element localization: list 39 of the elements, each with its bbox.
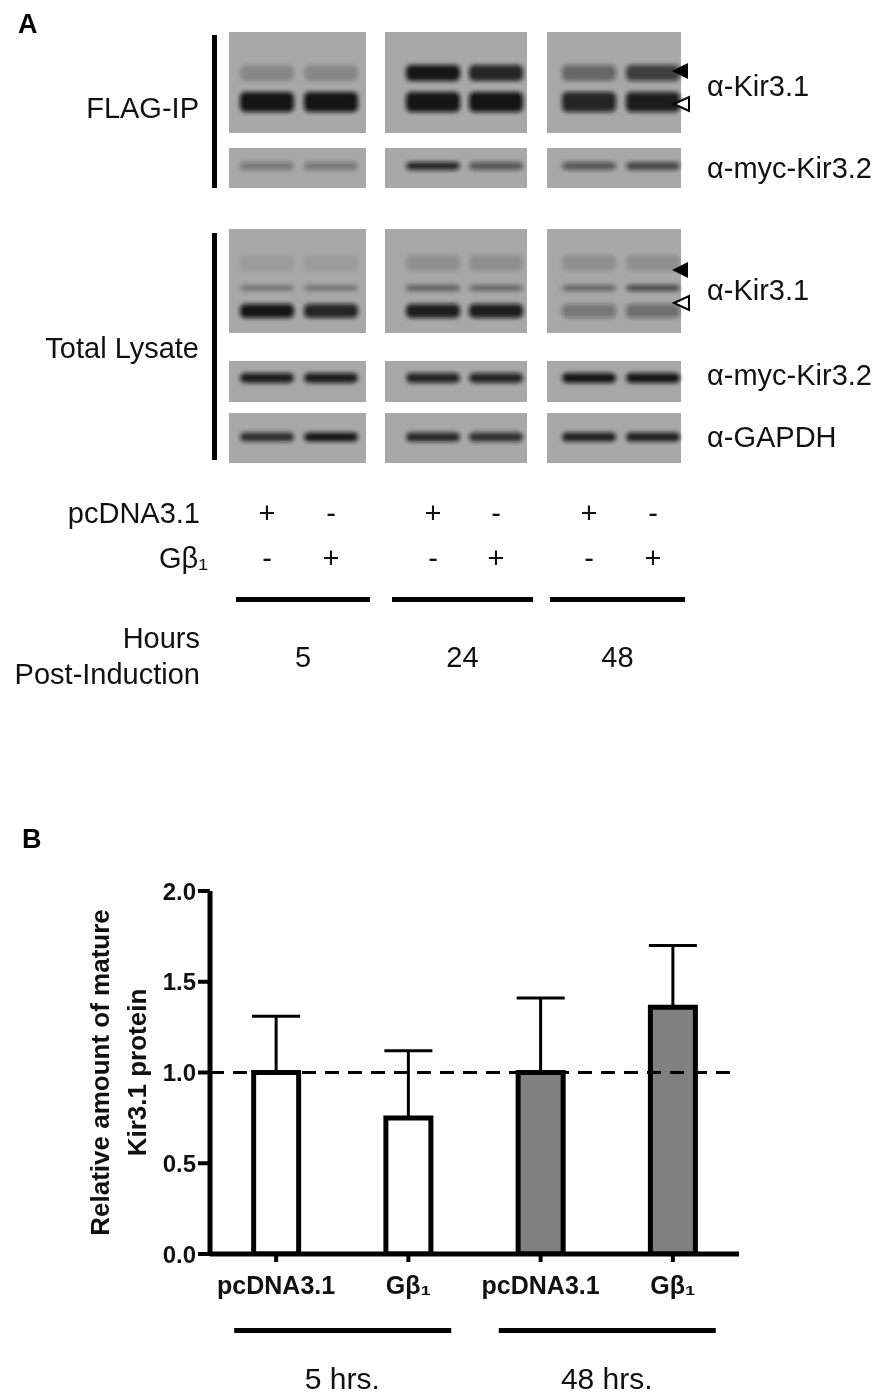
text: α-Kir3.1: [707, 70, 810, 102]
text: -: [428, 542, 438, 574]
text: -: [262, 542, 272, 574]
text: +: [258, 497, 276, 529]
text: α-myc-Kir3.2: [707, 152, 872, 184]
x-tick-label: Gβ₁: [385, 1271, 431, 1299]
text: α-Kir3.1: [707, 274, 810, 306]
text: +: [322, 542, 340, 574]
text: +: [487, 542, 505, 574]
text: 48 hrs.: [560, 1362, 653, 1395]
text: FLAG-IP: [86, 92, 199, 124]
text: A: [18, 9, 38, 39]
text: +: [580, 497, 598, 529]
y-tick-label: 2.0: [162, 877, 196, 905]
y-tick-label: 1.5: [162, 968, 196, 996]
text: Total Lysate: [45, 332, 199, 364]
text: +: [424, 497, 442, 529]
y-tick-label: 0.0: [162, 1240, 196, 1268]
y-axis-title: Relative amount of mature Kir3.1 protein: [85, 909, 152, 1236]
chart-title: B: [22, 824, 42, 854]
y-tick-label: 0.5: [162, 1149, 196, 1177]
text: +: [644, 542, 662, 574]
y-tick-label: 1.0: [162, 1059, 196, 1087]
text: 5 hrs.: [304, 1362, 380, 1395]
text: α-myc-Kir3.2: [707, 359, 872, 391]
x-tick-label: pcDNA3.1: [217, 1271, 336, 1299]
text: -: [584, 542, 594, 574]
text: α-GAPDH: [707, 421, 837, 453]
x-tick-label: Gβ₁: [650, 1271, 696, 1299]
category-label: 24: [446, 641, 479, 673]
text: -: [648, 497, 658, 529]
text: Gβ₁: [158, 542, 209, 574]
text: -: [326, 497, 336, 529]
category-label: 5: [294, 641, 312, 673]
x-tick-label: pcDNA3.1: [481, 1271, 600, 1299]
category-label: 48: [601, 641, 634, 673]
text: Hours Post-Induction: [14, 622, 200, 690]
text: pcDNA3.1: [67, 497, 200, 529]
text: -: [491, 497, 501, 529]
